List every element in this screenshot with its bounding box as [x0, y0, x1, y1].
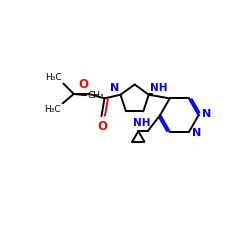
Text: H₃C: H₃C — [45, 72, 62, 82]
Text: H₃C: H₃C — [44, 105, 61, 114]
Text: O: O — [98, 120, 108, 133]
Text: O: O — [78, 78, 88, 92]
Text: N: N — [110, 84, 119, 94]
Text: N: N — [202, 109, 211, 119]
Text: N: N — [192, 128, 202, 138]
Text: CH₃: CH₃ — [88, 91, 104, 100]
Text: NH: NH — [133, 118, 150, 128]
Text: NH: NH — [150, 83, 168, 93]
